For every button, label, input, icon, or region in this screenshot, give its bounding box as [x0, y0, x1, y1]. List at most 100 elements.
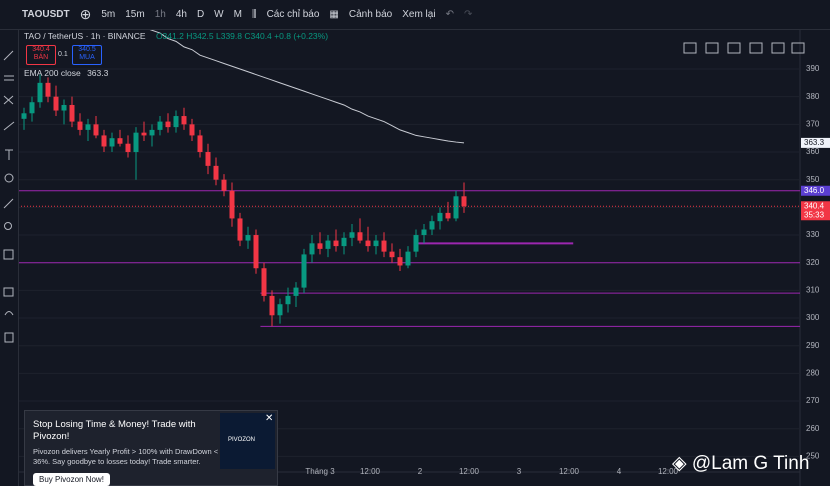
candle-body [117, 138, 123, 144]
candle-body [253, 235, 259, 269]
candle-body [381, 240, 387, 252]
ohlc: L339.8 [216, 31, 242, 41]
candle-body [341, 237, 347, 247]
price-axis [800, 30, 830, 486]
x-tick-label: 12:00 [459, 467, 480, 476]
x-tick-label: Tháng 3 [305, 467, 335, 476]
candle-body [237, 218, 243, 241]
candle-body [109, 138, 115, 147]
buy-label: MUA [79, 54, 95, 61]
change: +0.8 (+0.23%) [274, 31, 329, 41]
ohlc: H342.5 [186, 31, 214, 41]
y-tick-label: 250 [806, 452, 820, 461]
candle-body [173, 116, 179, 128]
watermark: ◈ @Lam G Tinh [672, 453, 810, 474]
candle-body [373, 240, 379, 247]
plot [18, 30, 800, 457]
ad-title: Stop Losing Time & Money! Trade with Piv… [33, 419, 196, 442]
drawing-tool[interactable] [727, 42, 741, 54]
last-price-tag [801, 201, 830, 221]
legend: TAO / TetherUS · 1h · BINANCE O341.2 H34… [24, 31, 328, 41]
candle-body [213, 165, 219, 180]
add-symbol[interactable]: ⊕ [79, 6, 92, 22]
candle-body [85, 124, 91, 130]
candle-body [413, 235, 419, 252]
y-tick-label: 270 [806, 396, 820, 405]
redo[interactable]: ↷ [463, 9, 473, 20]
interval[interactable]: W [214, 9, 224, 20]
candle-body [53, 96, 59, 111]
candle-body [165, 121, 171, 128]
candle-body [357, 232, 363, 241]
y-tick-label: 260 [806, 424, 820, 433]
buy-button[interactable]: 340.5 MUA [72, 45, 102, 65]
interval[interactable]: M [233, 9, 242, 20]
alerts[interactable]: Cảnh báo [348, 9, 393, 20]
drawing-tool[interactable] [749, 42, 763, 54]
candle-body [37, 82, 43, 103]
buy-price: 340.5 [78, 46, 96, 53]
last-price-label: 340.4 [804, 201, 825, 210]
sell-label: BÁN [33, 54, 49, 61]
candle-body [69, 104, 75, 122]
sell-price: 340.4 [32, 46, 50, 53]
candle-body [61, 104, 67, 111]
layouts[interactable]: ▦ [329, 9, 339, 20]
interval[interactable]: 4h [175, 9, 187, 20]
candle-body [133, 132, 139, 153]
candle-body [389, 251, 395, 258]
x-tick-label: 3 [517, 467, 522, 476]
candle-body [197, 135, 203, 153]
candle-body [325, 240, 331, 249]
candle-body [21, 113, 27, 119]
sell-button[interactable]: 340.4 BÁN [26, 45, 56, 65]
ohlc: C340.4 [244, 31, 272, 41]
indicators[interactable]: Các chỉ báo [266, 9, 320, 20]
interval[interactable]: 5m [101, 9, 116, 20]
candle-body [141, 132, 147, 136]
candle-body [93, 124, 99, 136]
y-tick-label: 320 [806, 258, 820, 267]
candle-body [77, 121, 83, 130]
candle-body [205, 152, 211, 166]
drawing-tool[interactable] [705, 42, 719, 54]
watermark-text: @Lam G Tinh [691, 453, 810, 474]
interval[interactable]: D [196, 9, 205, 20]
symbol[interactable]: TAOUSDT [22, 9, 70, 20]
chart-type[interactable]: ⫼ [251, 9, 257, 20]
drawing-tool[interactable] [683, 42, 697, 54]
candle-body [301, 254, 307, 288]
y-tick-label: 330 [806, 230, 820, 239]
y-tick-label: 280 [806, 368, 820, 377]
replay[interactable]: Xem lại [402, 9, 436, 20]
candle-body [189, 124, 195, 136]
undo[interactable]: ↶ [445, 9, 454, 20]
price-tag [801, 185, 830, 196]
y-tick-label: 310 [806, 285, 820, 294]
candle-body [149, 129, 155, 136]
interval[interactable]: 1h [154, 9, 166, 20]
candle-body [333, 240, 339, 247]
ad-image: PIVOZON [220, 413, 275, 469]
candle-body [277, 304, 283, 316]
drawing-tool[interactable] [771, 42, 785, 54]
candle-body [245, 235, 251, 241]
price-tag-label: 346.0 [804, 186, 825, 195]
candle-body [101, 135, 107, 147]
x-tick-label: 4 [617, 467, 622, 476]
candle-body [453, 196, 459, 219]
candle-body [365, 240, 371, 247]
candle-body [317, 243, 323, 249]
candle-body [221, 179, 227, 191]
ema-legend: EMA 200 close 363.3 [24, 68, 108, 78]
ad-button[interactable]: Buy Pivozon Now! [33, 473, 110, 486]
ad-close[interactable]: ✕ [265, 413, 274, 424]
candle-body [157, 121, 163, 130]
x-tick-label: 2 [418, 467, 423, 476]
interval[interactable]: 15m [125, 9, 145, 20]
axis-layer: 2502602702802903003103203303403503603703… [305, 64, 830, 476]
candle-body [437, 212, 443, 222]
y-tick-label: 370 [806, 119, 820, 128]
drawing-tool[interactable] [791, 42, 805, 54]
